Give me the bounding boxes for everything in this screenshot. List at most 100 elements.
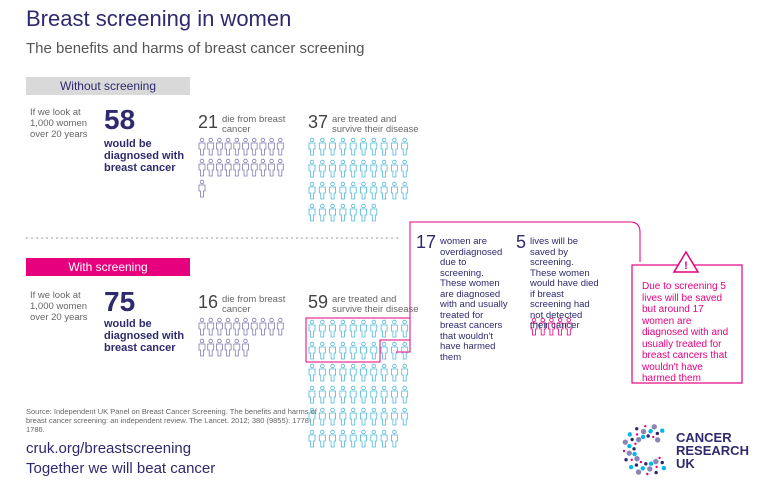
person-icon <box>318 429 326 448</box>
person-icon <box>391 159 398 178</box>
person-icon <box>329 363 336 382</box>
icon-body <box>308 368 316 382</box>
icon-body <box>259 163 267 177</box>
icon-head <box>351 181 356 187</box>
person-icon <box>339 385 347 404</box>
icon-head <box>330 159 335 165</box>
icon-body <box>565 322 573 336</box>
person-icon <box>308 159 316 178</box>
icon-head <box>234 338 239 344</box>
survive-count: 59 <box>308 292 329 312</box>
person-icon <box>360 203 367 222</box>
icon-body <box>308 434 316 448</box>
icon-head <box>309 363 315 369</box>
icon-head <box>392 137 397 143</box>
person-icon <box>401 363 409 382</box>
person-icon <box>308 429 316 448</box>
icon-head <box>309 407 315 413</box>
icon-head <box>243 158 248 164</box>
logo-dot <box>627 443 632 449</box>
person-icon <box>318 407 326 426</box>
icon-body <box>391 368 398 382</box>
icon-body <box>370 368 378 382</box>
icon-body <box>233 142 241 156</box>
icon-body <box>233 322 241 336</box>
icon-body <box>318 346 326 360</box>
person-icon <box>370 159 378 178</box>
icon-head <box>330 407 335 413</box>
icon-body <box>380 164 388 178</box>
overdiagnosed-count: 17 <box>416 232 437 252</box>
icon-body <box>360 434 367 448</box>
person-icon <box>329 319 336 338</box>
person-icon <box>401 407 409 426</box>
icon-head <box>351 137 356 143</box>
icon-body <box>250 322 258 336</box>
icon-body <box>242 343 249 357</box>
intro: If we look at 1,000 women over 20 years <box>30 290 88 323</box>
icon-body <box>360 368 367 382</box>
icon-head <box>381 341 387 347</box>
icon-head <box>392 181 397 187</box>
person-icon <box>308 385 316 404</box>
person-icon <box>250 317 258 336</box>
warning-mark: ! <box>684 260 688 272</box>
person-icon <box>207 338 215 357</box>
person-icon <box>380 429 388 448</box>
icon-head <box>340 137 346 143</box>
warning-icon <box>672 250 700 273</box>
person-icon <box>349 341 357 360</box>
icon-body <box>308 390 316 404</box>
icon-head <box>557 317 563 323</box>
icon-head <box>309 385 315 391</box>
logo-dot <box>648 461 654 466</box>
person-icon <box>370 363 378 382</box>
icon-head <box>260 137 266 143</box>
person-icon <box>339 341 347 360</box>
icon-head <box>402 407 407 413</box>
logo-dot <box>655 431 660 436</box>
source: Source: Independent UK Panel on Breast C… <box>26 407 317 434</box>
icon-head <box>217 317 222 323</box>
icon-head <box>208 158 213 164</box>
icon-head <box>361 407 366 413</box>
survive-text: are treated and survive their disease <box>332 114 419 135</box>
person-icon <box>349 159 357 178</box>
logo-dot <box>640 428 647 435</box>
icon-body <box>318 324 326 338</box>
icon-head <box>351 385 356 391</box>
icon-body <box>339 186 347 200</box>
icon-body <box>259 322 267 336</box>
icon-body <box>380 434 388 448</box>
icon-body <box>198 343 206 357</box>
icon-head <box>540 317 545 323</box>
person-icon <box>370 181 378 200</box>
icon-body <box>329 186 336 200</box>
section-label: Without screening <box>26 77 190 95</box>
icon-head <box>320 341 325 347</box>
icon-body <box>360 412 367 426</box>
icon-body <box>380 412 388 426</box>
person-icon <box>259 317 267 336</box>
person-icon <box>268 158 275 177</box>
icon-head <box>381 407 387 413</box>
icon-body <box>370 142 378 156</box>
icon-head <box>309 181 315 187</box>
person-icon <box>268 317 275 336</box>
logo-dot <box>626 450 632 456</box>
icon-head <box>199 158 205 164</box>
icon-head <box>309 203 315 209</box>
person-icon <box>233 158 241 177</box>
person-icon <box>349 319 357 338</box>
icon-body <box>339 390 347 404</box>
icon-body <box>339 412 347 426</box>
logo-text: RESEARCH <box>676 443 749 458</box>
icon-body <box>276 163 284 177</box>
logo-dot <box>630 437 634 442</box>
person-icon <box>349 363 357 382</box>
logo-dot <box>658 456 661 460</box>
icon-body <box>391 412 398 426</box>
url[interactable]: cruk.org/breastscreening <box>26 440 192 457</box>
logo-dot <box>634 442 637 446</box>
person-icon <box>329 341 336 360</box>
